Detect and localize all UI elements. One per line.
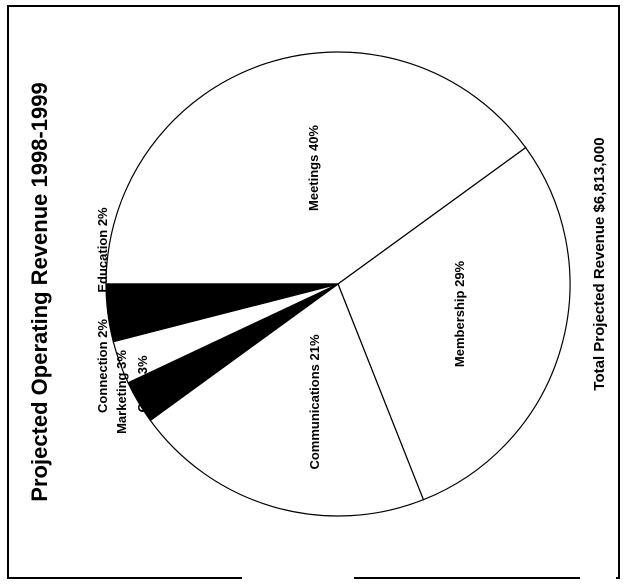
- slice-label-education: Education 2%: [95, 207, 110, 293]
- slice-label-meetings: Meetings 40%: [306, 125, 321, 211]
- chart-title: Projected Operating Revenue 1998-1999: [27, 82, 52, 501]
- slice-label-marketing: Marketing 3%: [114, 350, 129, 434]
- pie-slice-membership: [337, 146, 571, 501]
- total-revenue-note: Total Projected Revenue $6,813,000: [591, 137, 608, 390]
- slice-label-other: Other 3%: [135, 355, 150, 413]
- bottom-gap-left: [242, 572, 354, 582]
- bottom-gap-right: [580, 572, 616, 582]
- pie-slice-communications: [149, 283, 425, 517]
- pie-slice-education: [105, 283, 339, 314]
- slice-label-connection: Connection 2%: [95, 319, 110, 413]
- pie-chart: [105, 51, 571, 517]
- slice-label-communications: Communications 21%: [307, 334, 322, 470]
- pie-slice-meetings: [105, 51, 527, 285]
- slice-label-membership: Membership 29%: [452, 260, 467, 367]
